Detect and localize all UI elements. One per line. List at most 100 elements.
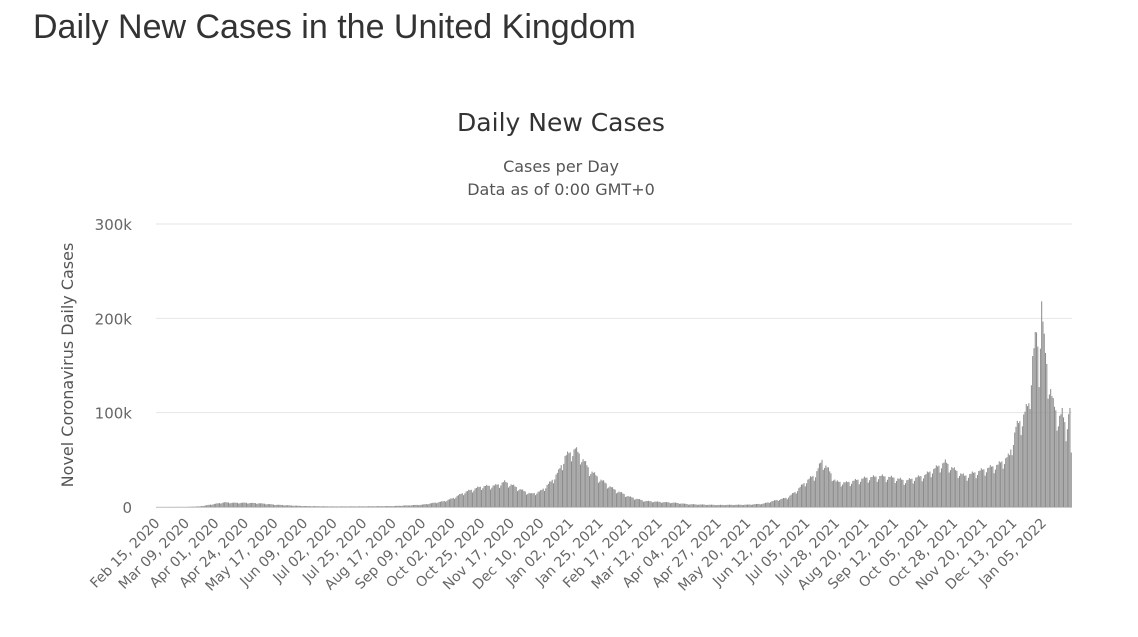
bar [707, 505, 708, 507]
bar [529, 493, 530, 507]
bar [290, 505, 291, 507]
bar [522, 489, 523, 507]
bar [1010, 449, 1011, 507]
bar [946, 463, 947, 507]
bar [760, 504, 761, 507]
bar [643, 502, 644, 507]
bar [471, 490, 472, 507]
bar [265, 504, 266, 507]
bar [213, 504, 214, 507]
bar [976, 478, 977, 507]
bar [875, 477, 876, 508]
bar [932, 474, 933, 507]
bar [638, 499, 639, 507]
bar [863, 478, 864, 507]
bar [300, 506, 301, 507]
bar [809, 479, 810, 507]
bar [417, 505, 418, 507]
bar [400, 506, 401, 507]
bar [720, 505, 721, 507]
bar [534, 493, 535, 507]
bar [951, 467, 952, 507]
bar [1013, 445, 1014, 507]
bar [326, 506, 327, 507]
bar [453, 498, 454, 507]
bar [283, 505, 284, 507]
bar [532, 493, 533, 507]
bar [427, 504, 428, 507]
bar [342, 506, 343, 507]
bar [660, 502, 661, 507]
bar [893, 478, 894, 507]
bar [559, 468, 560, 507]
bar [531, 493, 532, 507]
bar [819, 463, 820, 507]
bar [1035, 332, 1036, 507]
bar [1001, 461, 1002, 507]
bar [798, 488, 799, 507]
bar [518, 490, 519, 507]
bar [365, 506, 366, 507]
bar [434, 503, 435, 507]
bar [439, 502, 440, 507]
bar [724, 505, 725, 507]
bar [719, 505, 720, 507]
bar [612, 487, 613, 507]
bar [475, 488, 476, 507]
bar [332, 506, 333, 507]
bar [954, 467, 955, 507]
bar [380, 506, 381, 507]
bar [419, 505, 420, 507]
bar [774, 500, 775, 507]
bar [358, 506, 359, 507]
bar [536, 494, 537, 507]
bar [854, 481, 855, 507]
bar [986, 472, 987, 507]
bar [565, 456, 566, 507]
bar [423, 504, 424, 507]
bar [589, 476, 590, 507]
bar [697, 505, 698, 507]
bar [674, 503, 675, 507]
bar [1027, 406, 1028, 507]
bar [350, 506, 351, 507]
bar [273, 505, 274, 507]
bar [604, 482, 605, 507]
bar [399, 506, 400, 507]
bar [554, 479, 555, 507]
bar [801, 485, 802, 507]
bar [360, 506, 361, 507]
bar [275, 505, 276, 507]
bar [882, 474, 883, 507]
bar [196, 506, 197, 507]
bar [446, 501, 447, 507]
bar [338, 506, 339, 507]
bar [1057, 431, 1058, 507]
bar [791, 495, 792, 507]
bar [481, 490, 482, 507]
bar [469, 490, 470, 507]
bar [929, 472, 930, 507]
bar [797, 491, 798, 507]
bar [410, 505, 411, 507]
bar [1069, 408, 1070, 507]
bar [274, 505, 275, 507]
bar [270, 504, 271, 507]
bar [318, 506, 319, 507]
bar [386, 506, 387, 507]
bar [687, 504, 688, 507]
bar [841, 487, 842, 508]
bar [836, 482, 837, 507]
bar [392, 506, 393, 507]
bar [260, 503, 261, 507]
bar [344, 506, 345, 507]
bar [547, 485, 548, 507]
bar [200, 506, 201, 507]
bar [653, 502, 654, 507]
bar [381, 506, 382, 507]
bar [626, 497, 627, 507]
bar [684, 504, 685, 507]
bar [879, 476, 880, 507]
